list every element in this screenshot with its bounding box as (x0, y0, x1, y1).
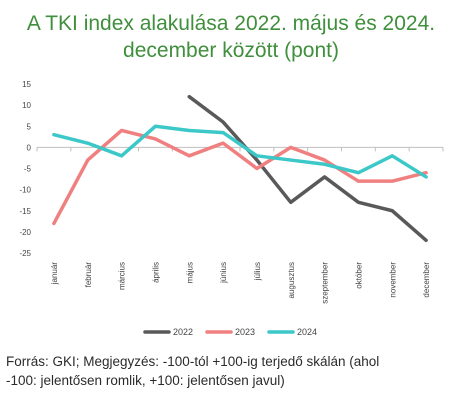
series-line-2024 (52, 124, 428, 179)
x-tick-label: április (151, 262, 160, 283)
y-tick-label: -25 (19, 249, 31, 258)
x-tick-label: szeptember (321, 262, 330, 304)
x-tick-label: június (219, 262, 228, 284)
x-tick-label: május (185, 262, 194, 283)
x-tick-label: december (422, 262, 431, 298)
source-note-line-2: -100: jelentősen romlik, +100: jelentőse… (6, 373, 285, 388)
y-tick-label: 0 (27, 143, 32, 152)
x-tick-label: július (253, 262, 262, 281)
source-note-line-1: Forrás: GKI; Megjegyzés: -100-tól +100-i… (6, 354, 380, 369)
series-line-2023 (52, 128, 428, 226)
y-tick-label: -20 (19, 228, 31, 237)
y-tick-label: -10 (19, 186, 31, 195)
legend-label-2024: 2024 (297, 327, 317, 337)
y-tick-label: 15 (22, 80, 31, 89)
x-tick-label: november (388, 262, 397, 298)
x-tick-label: január (50, 262, 59, 286)
chart-title-line-1: A TKI index alakulása 2022. május és 202… (26, 12, 436, 35)
source-note: Forrás: GKI; Megjegyzés: -100-tól +100-i… (6, 352, 458, 390)
x-tick-label: október (354, 262, 363, 289)
x-tick-label: február (84, 262, 93, 288)
chart-title: A TKI index alakulása 2022. május és 202… (0, 10, 462, 64)
x-tick-label: augusztus (287, 262, 296, 298)
y-tick-label: 5 (27, 122, 32, 131)
legend-label-2022: 2022 (173, 327, 193, 337)
x-tick-label: március (118, 262, 127, 290)
y-tick-label: -15 (19, 207, 31, 216)
y-tick-label: -5 (24, 165, 32, 174)
legend-label-2023: 2023 (235, 327, 255, 337)
y-tick-label: 10 (22, 101, 31, 110)
chart-title-line-2: december között (pont) (123, 39, 339, 62)
series-line-2022 (187, 94, 428, 243)
